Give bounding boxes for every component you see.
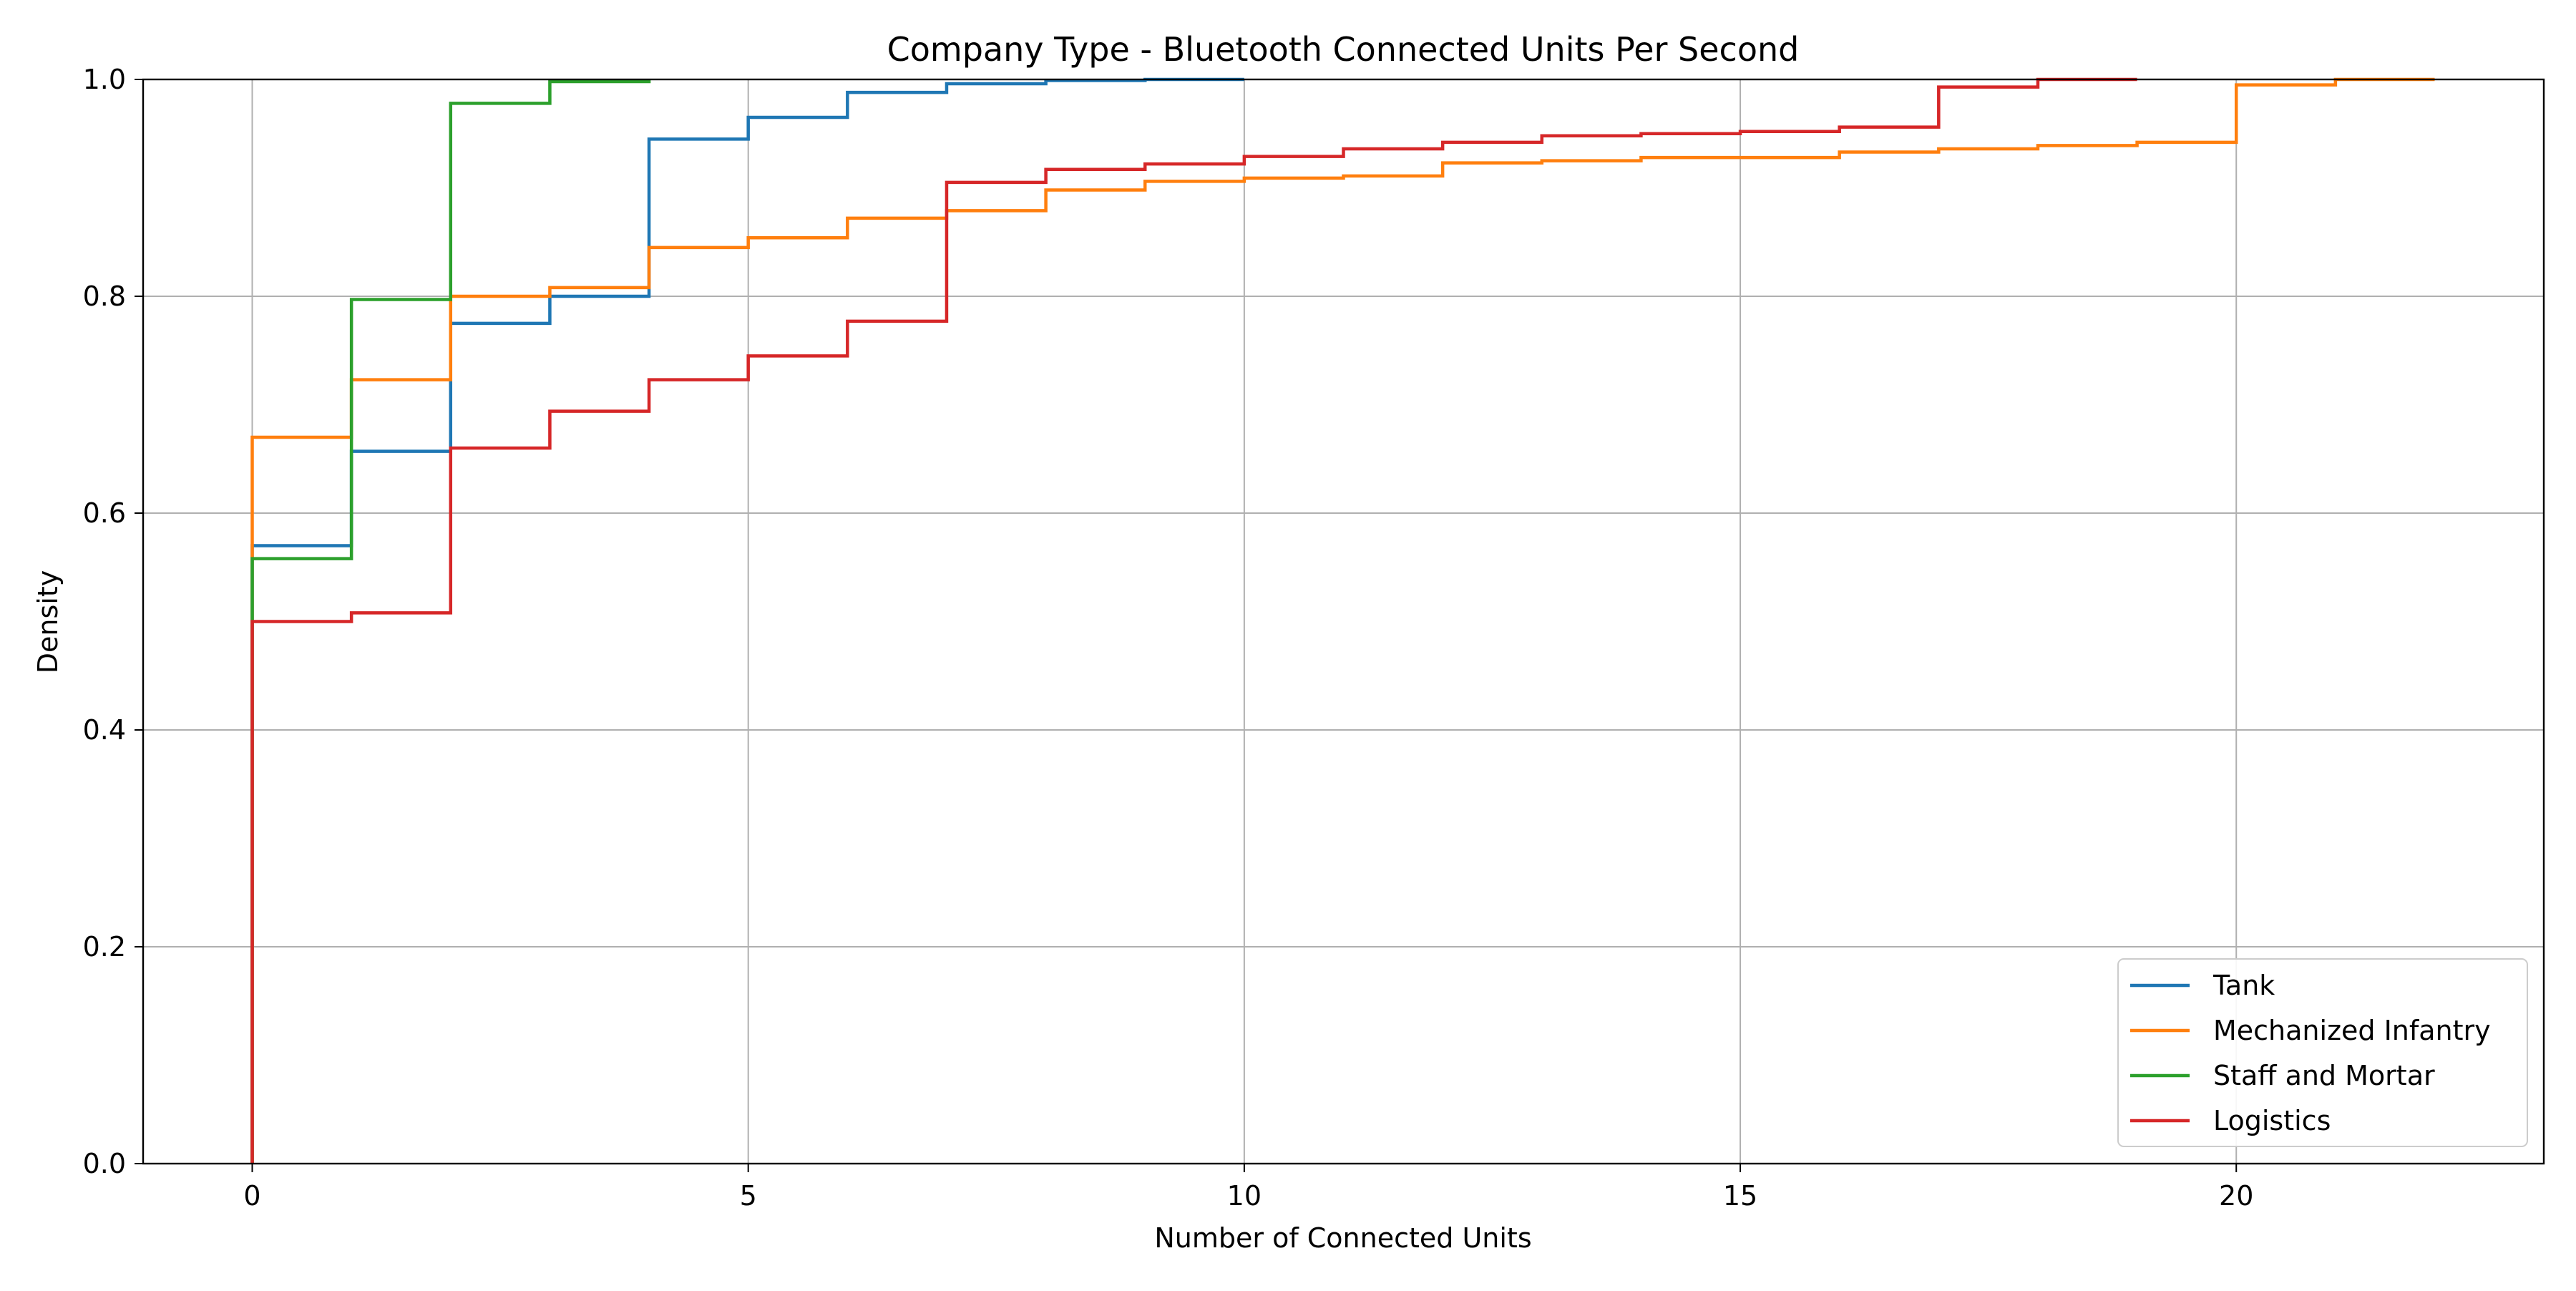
x-tick-label: 5: [740, 1180, 757, 1212]
x-tick-label: 15: [1723, 1180, 1757, 1212]
series-line-staff-and-mortar: [250, 79, 651, 1164]
chart-title: Company Type - Bluetooth Connected Units…: [887, 30, 1800, 69]
y-tick-label: 0.8: [83, 281, 126, 312]
legend-label-staff-and-mortar: Staff and Mortar: [2213, 1060, 2435, 1091]
legend: Tank Mechanized Infantry Staff and Mortar L…: [2117, 958, 2528, 1147]
plot-frame: [142, 78, 2545, 1165]
tick-layer: 0 5 10 15 20 0.0 0.2 0.4 0.6 0.8 1.0: [83, 64, 2254, 1212]
y-tick-label: 0.6: [83, 497, 126, 529]
y-tick-label: 1.0: [83, 64, 126, 95]
legend-label-tank: Tank: [2212, 970, 2275, 1001]
legend-box: [2117, 958, 2528, 1147]
x-tick-label: 20: [2219, 1180, 2253, 1212]
y-tick-label: 0.4: [83, 714, 126, 746]
x-axis-label: Number of Connected Units: [1154, 1222, 1531, 1254]
legend-label-logistics: Logistics: [2213, 1105, 2331, 1136]
series-line-tank: [250, 77, 1244, 1164]
series-layer: [250, 77, 2435, 1164]
legend-label-mechanized-infantry: Mechanized Infantry: [2213, 1015, 2491, 1046]
x-tick-label: 0: [243, 1180, 260, 1212]
series-line-mechanized-infantry: [250, 77, 2435, 1164]
x-tick-label: 10: [1227, 1180, 1262, 1212]
y-tick-label: 0.0: [83, 1148, 126, 1179]
y-tick-label: 0.2: [83, 931, 126, 963]
series-line-logistics: [250, 77, 2137, 1164]
y-axis-label: Density: [32, 570, 64, 673]
